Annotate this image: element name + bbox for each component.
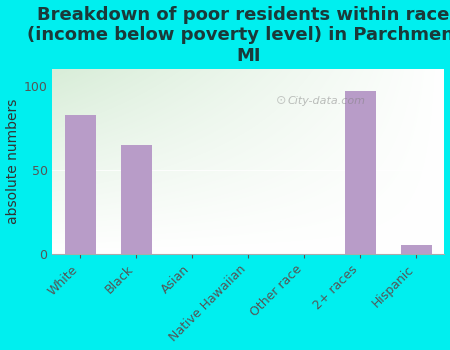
Title: Breakdown of poor residents within races
(income below poverty level) in Parchme: Breakdown of poor residents within races… [27, 6, 450, 65]
Bar [65, 115, 96, 254]
Bar [121, 145, 152, 254]
Text: ⊙: ⊙ [276, 94, 286, 107]
Text: City-data.com: City-data.com [288, 96, 366, 106]
Y-axis label: absolute numbers: absolute numbers [5, 99, 19, 224]
Bar [345, 91, 376, 254]
Bar [401, 245, 432, 254]
